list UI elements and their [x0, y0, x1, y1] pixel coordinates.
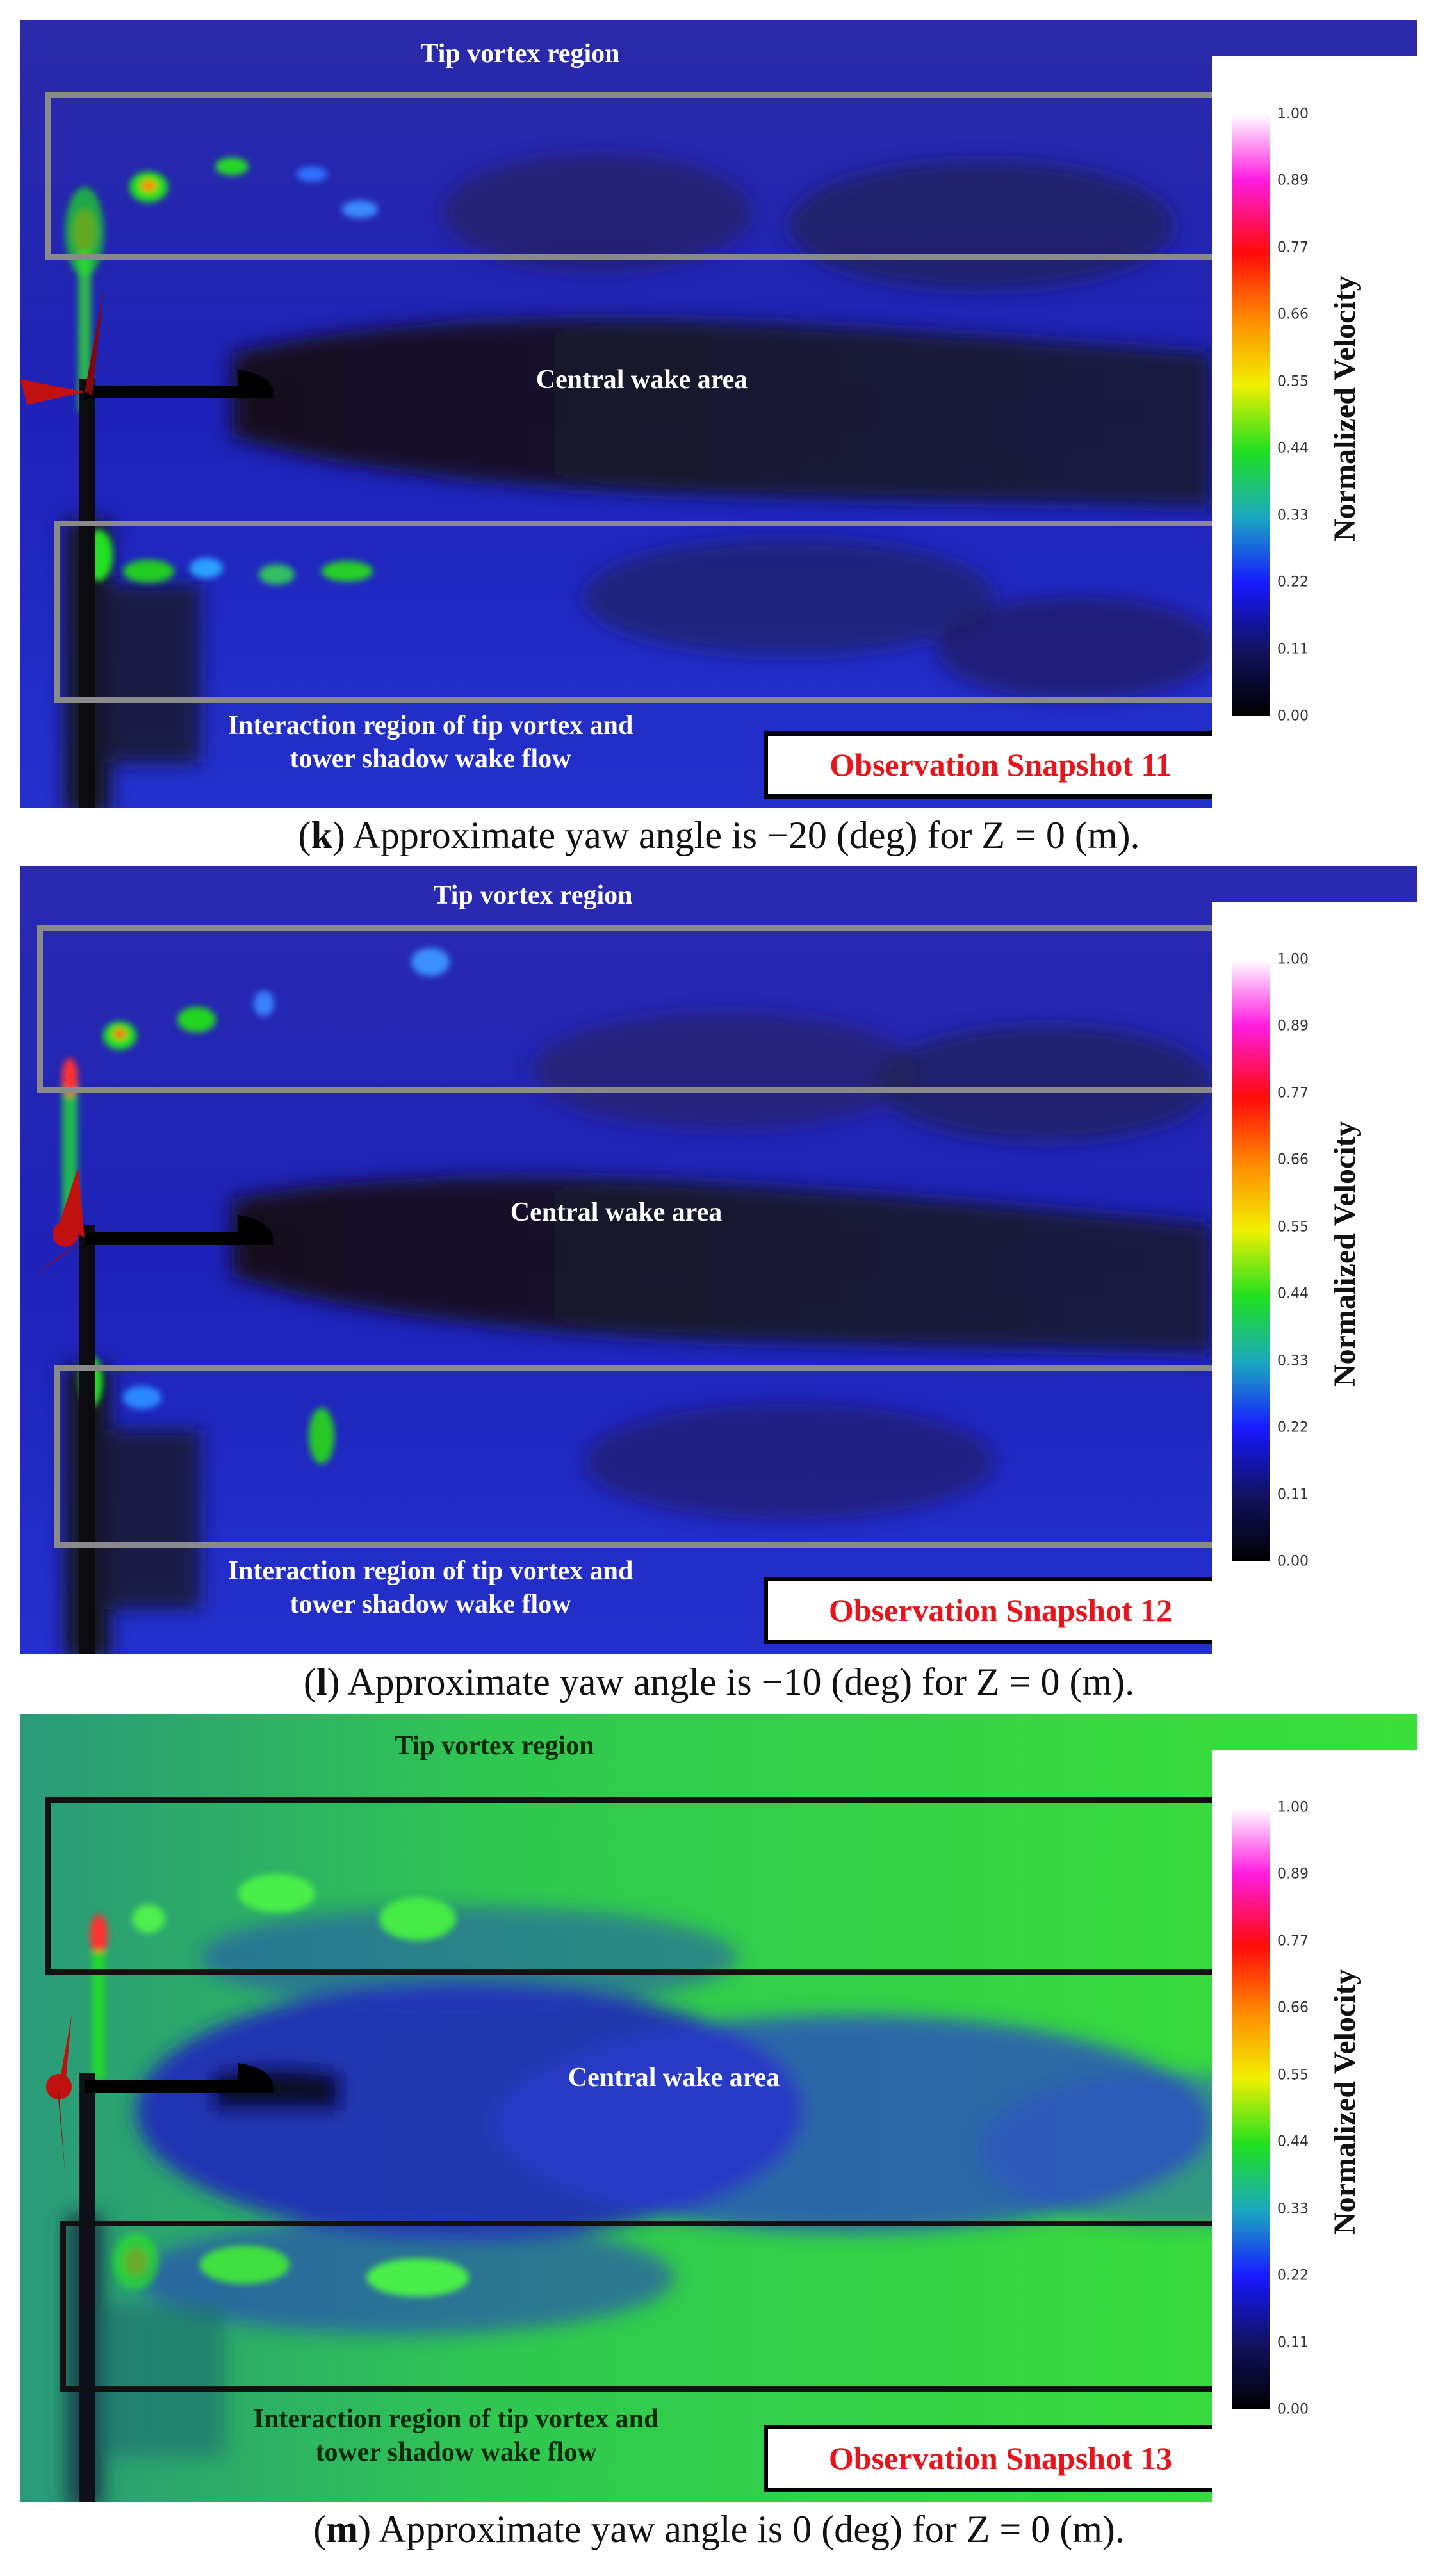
colorbar-tick: 0.33: [1277, 507, 1309, 524]
central-wake-label: Central wake area: [535, 365, 748, 395]
colorbar-title: Normalized Velocity: [1328, 1121, 1362, 1387]
interaction-region-box: [60, 2221, 1230, 2392]
colorbar-tick: 0.44: [1277, 440, 1309, 457]
colorbar-tick: 0.11: [1277, 1487, 1309, 1503]
interaction-region-box: [54, 521, 1229, 703]
tip-vortex-label: Tip vortex region: [395, 1731, 594, 1761]
colorbar-tick: 0.44: [1277, 2133, 1309, 2150]
interaction-label-line1: Interaction region of tip vortex and: [227, 711, 633, 740]
colorbar-tick: 0.44: [1277, 1285, 1309, 1302]
interaction-label-line1: Interaction region of tip vortex and: [253, 2404, 659, 2434]
panel-l: Tip vortex region Central wake area Inte…: [20, 866, 1417, 1654]
caption-l: (l) Approximate yaw angle is −10 (deg) f…: [303, 1661, 1135, 1703]
colorbar-tick: 0.55: [1277, 2067, 1309, 2083]
colorbar-tick: 0.22: [1277, 1419, 1309, 1436]
colorbar-tick: 1.00: [1277, 951, 1309, 968]
colorbar-tick: 0.00: [1277, 2401, 1309, 2418]
colorbar-gradient: [1232, 959, 1270, 1561]
colorbar-tick: 0.00: [1277, 1553, 1309, 1570]
colorbar-tick: 0.55: [1277, 373, 1309, 390]
colorbar-tick: 0.77: [1277, 1933, 1309, 1950]
colorbar-legend: 1.00 0.89 0.77 0.66 0.55 0.44 0.33 0.22 …: [1212, 1750, 1417, 2502]
colorbar-tick: 0.55: [1277, 1219, 1309, 1235]
interaction-label: Interaction region of tip vortex and tow…: [149, 709, 712, 776]
colorbar-title: Normalized Velocity: [1328, 275, 1362, 542]
interaction-label-line2: tower shadow wake flow: [290, 1590, 571, 1619]
central-wake-label: Central wake area: [568, 2063, 780, 2092]
turbine-silhouette-k: [20, 289, 274, 808]
colorbar-tick: 0.22: [1277, 574, 1309, 591]
caption-m: (m) Approximate yaw angle is 0 (deg) for…: [313, 2508, 1125, 2550]
tip-vortex-label: Tip vortex region: [433, 881, 633, 910]
colorbar-tick: 1.00: [1277, 1799, 1309, 1816]
colorbar-title: Normalized Velocity: [1328, 1969, 1362, 2235]
panel-m: Tip vortex region Central wake area Inte…: [20, 1714, 1417, 2502]
caption-letter: l: [316, 1661, 327, 1703]
colorbar-tick: 0.33: [1277, 2201, 1309, 2217]
tip-vortex-label: Tip vortex region: [420, 39, 620, 69]
colorbar-gradient: [1232, 114, 1270, 716]
interaction-label: Interaction region of tip vortex and tow…: [149, 1554, 712, 1621]
colorbar-tick: 0.77: [1277, 1085, 1309, 1102]
colorbar-gradient: [1232, 1807, 1270, 2409]
colorbar-tick: 0.22: [1277, 2267, 1309, 2284]
colorbar-tick: 0.89: [1277, 1866, 1309, 1882]
colorbar-tick: 0.11: [1277, 2335, 1309, 2351]
velocity-field-m: [20, 1714, 1417, 2502]
colorbar-tick: 0.89: [1277, 1018, 1309, 1034]
colorbar-tick: 0.66: [1277, 2000, 1309, 2016]
caption-text: Approximate yaw angle is −20 (deg) for Z…: [352, 814, 1140, 856]
colorbar-legend: 1.00 0.89 0.77 0.66 0.55 0.44 0.33 0.22 …: [1212, 56, 1417, 808]
colorbar-tick: 0.11: [1277, 641, 1309, 658]
caption-text: Approximate yaw angle is −10 (deg) for Z…: [347, 1661, 1135, 1703]
colorbar-tick: 0.66: [1277, 1152, 1309, 1168]
caption-letter: m: [326, 2508, 359, 2550]
snapshot-label: Observation Snapshot 12: [764, 1577, 1238, 1644]
panel-k: Tip vortex region Central wake area Inte…: [20, 20, 1417, 808]
interaction-label-line1: Interaction region of tip vortex and: [227, 1556, 633, 1586]
colorbar-tick: 1.00: [1277, 106, 1309, 122]
colorbar-tick: 0.77: [1277, 240, 1309, 256]
colorbar-legend: 1.00 0.89 0.77 0.66 0.55 0.44 0.33 0.22 …: [1212, 902, 1417, 1654]
interaction-region-box: [54, 1365, 1229, 1548]
caption-text: Approximate yaw angle is 0 (deg) for Z =…: [378, 2508, 1125, 2550]
caption-letter: k: [311, 814, 332, 856]
snapshot-label: Observation Snapshot 11: [764, 731, 1238, 799]
interaction-label: Interaction region of tip vortex and tow…: [174, 2402, 738, 2469]
colorbar-tick: 0.66: [1277, 306, 1309, 323]
central-wake-label: Central wake area: [510, 1198, 723, 1227]
interaction-label-line2: tower shadow wake flow: [315, 2438, 597, 2467]
interaction-label-line2: tower shadow wake flow: [290, 744, 571, 774]
caption-k: (k) Approximate yaw angle is −20 (deg) f…: [298, 814, 1140, 856]
colorbar-tick: 0.33: [1277, 1353, 1309, 1369]
tip-vortex-blobs-m: [90, 1874, 469, 2297]
velocity-field-l: [20, 866, 1417, 1654]
tip-vortex-box: [37, 925, 1231, 1093]
velocity-field-k: [20, 20, 1417, 808]
snapshot-label: Observation Snapshot 13: [764, 2425, 1238, 2492]
turbine-silhouette-m: [46, 2015, 274, 2502]
turbine-silhouette-l: [33, 1167, 274, 1654]
colorbar-tick: 0.89: [1277, 172, 1309, 189]
tip-vortex-box: [45, 1797, 1231, 1975]
tip-vortex-box: [45, 92, 1230, 260]
colorbar-tick: 0.00: [1277, 708, 1309, 724]
